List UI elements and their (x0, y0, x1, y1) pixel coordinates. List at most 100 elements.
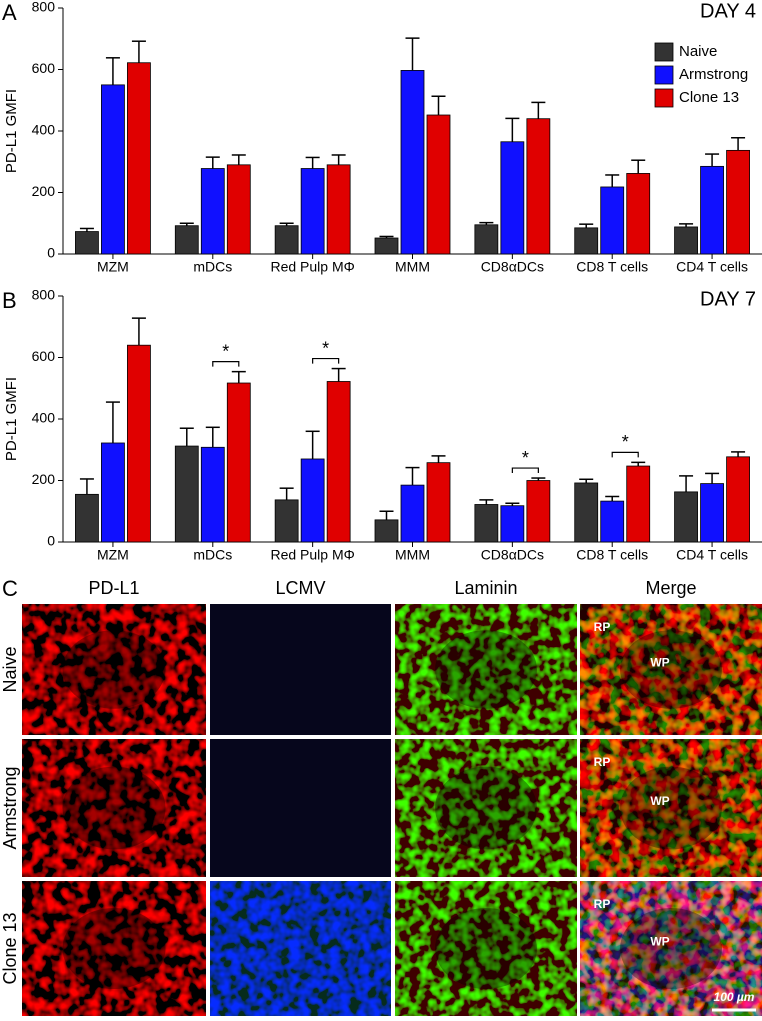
y-tick-label: 400 (32, 122, 56, 138)
bar (75, 231, 99, 255)
micrograph-signal (210, 881, 391, 1016)
bar (274, 499, 299, 543)
bar (726, 149, 750, 255)
micrograph (395, 739, 577, 877)
error-bar (531, 101, 546, 119)
micrograph-signal (22, 881, 206, 1016)
legend-swatch (654, 65, 674, 85)
y-tick-label: 800 (32, 287, 56, 303)
column-header: LCMV (275, 578, 325, 598)
error-bar (231, 370, 246, 384)
error-bar (579, 223, 594, 228)
y-tick-label: 600 (32, 60, 56, 76)
error-bar (731, 451, 746, 457)
micrograph-vignette (435, 766, 537, 850)
bar (574, 482, 599, 543)
chart-title: DAY 4 (700, 0, 756, 22)
x-tick-label: MMM (395, 547, 430, 563)
bar (526, 480, 551, 543)
x-tick-label: Red Pulp MΦ (270, 547, 354, 563)
bar (200, 446, 225, 543)
significance-bracket (511, 467, 539, 474)
significance-label: * (622, 432, 629, 452)
x-tick-label: CD8 T cells (576, 547, 648, 563)
error-bar (705, 153, 720, 167)
bar (700, 165, 724, 255)
bar (400, 484, 425, 543)
error-bar (379, 510, 394, 520)
column-header: Merge (645, 578, 696, 598)
row-label: Armstrong (0, 766, 20, 849)
bar (400, 70, 425, 255)
region-label: RP (594, 620, 611, 634)
y-tick-label: 0 (47, 533, 55, 549)
x-tick-label: CD4 T cells (676, 259, 748, 275)
error-bar (631, 461, 646, 467)
significance-label: * (322, 338, 329, 358)
bar (75, 493, 99, 543)
error-bar (331, 367, 346, 382)
bar (127, 62, 151, 255)
column-header: Laminin (454, 578, 517, 598)
y-tick-label: 400 (32, 410, 56, 426)
micrograph-vignette (62, 630, 166, 709)
significance-bracket (212, 361, 240, 367)
error-bar (505, 502, 520, 506)
micrograph (580, 739, 762, 877)
bar (326, 381, 351, 543)
region-label: WP (650, 935, 669, 949)
error-bar (479, 499, 494, 505)
x-tick-label: mDCs (193, 547, 232, 563)
micrograph-signal (580, 881, 762, 1016)
bar (274, 225, 299, 255)
micrograph-signal (395, 881, 577, 1016)
bar (600, 186, 625, 255)
micrograph (22, 739, 206, 877)
panel-label: C (2, 576, 18, 601)
bar (574, 227, 599, 255)
error-bar (105, 401, 120, 443)
error-bar (631, 159, 646, 174)
micrograph (580, 604, 762, 735)
error-bar (605, 495, 620, 502)
region-label: RP (594, 755, 611, 769)
bar (326, 164, 351, 255)
significance-label: * (522, 448, 529, 468)
x-tick-label: Red Pulp MΦ (270, 259, 354, 275)
error-bar (131, 40, 146, 63)
significance-label: * (222, 341, 229, 361)
x-tick-label: CD8αDCs (481, 547, 544, 563)
legend-label: Armstrong (679, 66, 748, 83)
y-tick-label: 600 (32, 348, 56, 364)
bar (426, 114, 451, 255)
micrograph (395, 881, 577, 1016)
error-bar (679, 223, 694, 227)
micrograph (395, 604, 577, 735)
bar (174, 445, 199, 543)
error-bar (131, 317, 146, 346)
error-bar (205, 156, 220, 169)
y-axis-label: PD-L1 GMFI (3, 377, 20, 461)
bar (127, 344, 151, 543)
region-label: RP (594, 897, 611, 911)
x-tick-label: MMM (395, 259, 430, 275)
bar (474, 224, 499, 255)
bar (374, 237, 399, 255)
micrograph-vignette (620, 908, 722, 989)
panel-label: A (2, 0, 17, 25)
error-bar (431, 455, 446, 463)
error-bar (105, 57, 120, 85)
error-bar (431, 95, 446, 116)
error-bar (505, 117, 520, 142)
bar (200, 168, 225, 255)
bar (300, 458, 325, 543)
error-bar (179, 222, 194, 226)
error-bar (405, 37, 420, 71)
scale-bar-label: 100 µm (714, 990, 755, 1004)
x-tick-label: MZM (97, 547, 129, 563)
legend-label: Clone 13 (679, 89, 739, 106)
bar (426, 462, 451, 543)
error-bar (405, 466, 420, 486)
error-bar (279, 487, 294, 500)
